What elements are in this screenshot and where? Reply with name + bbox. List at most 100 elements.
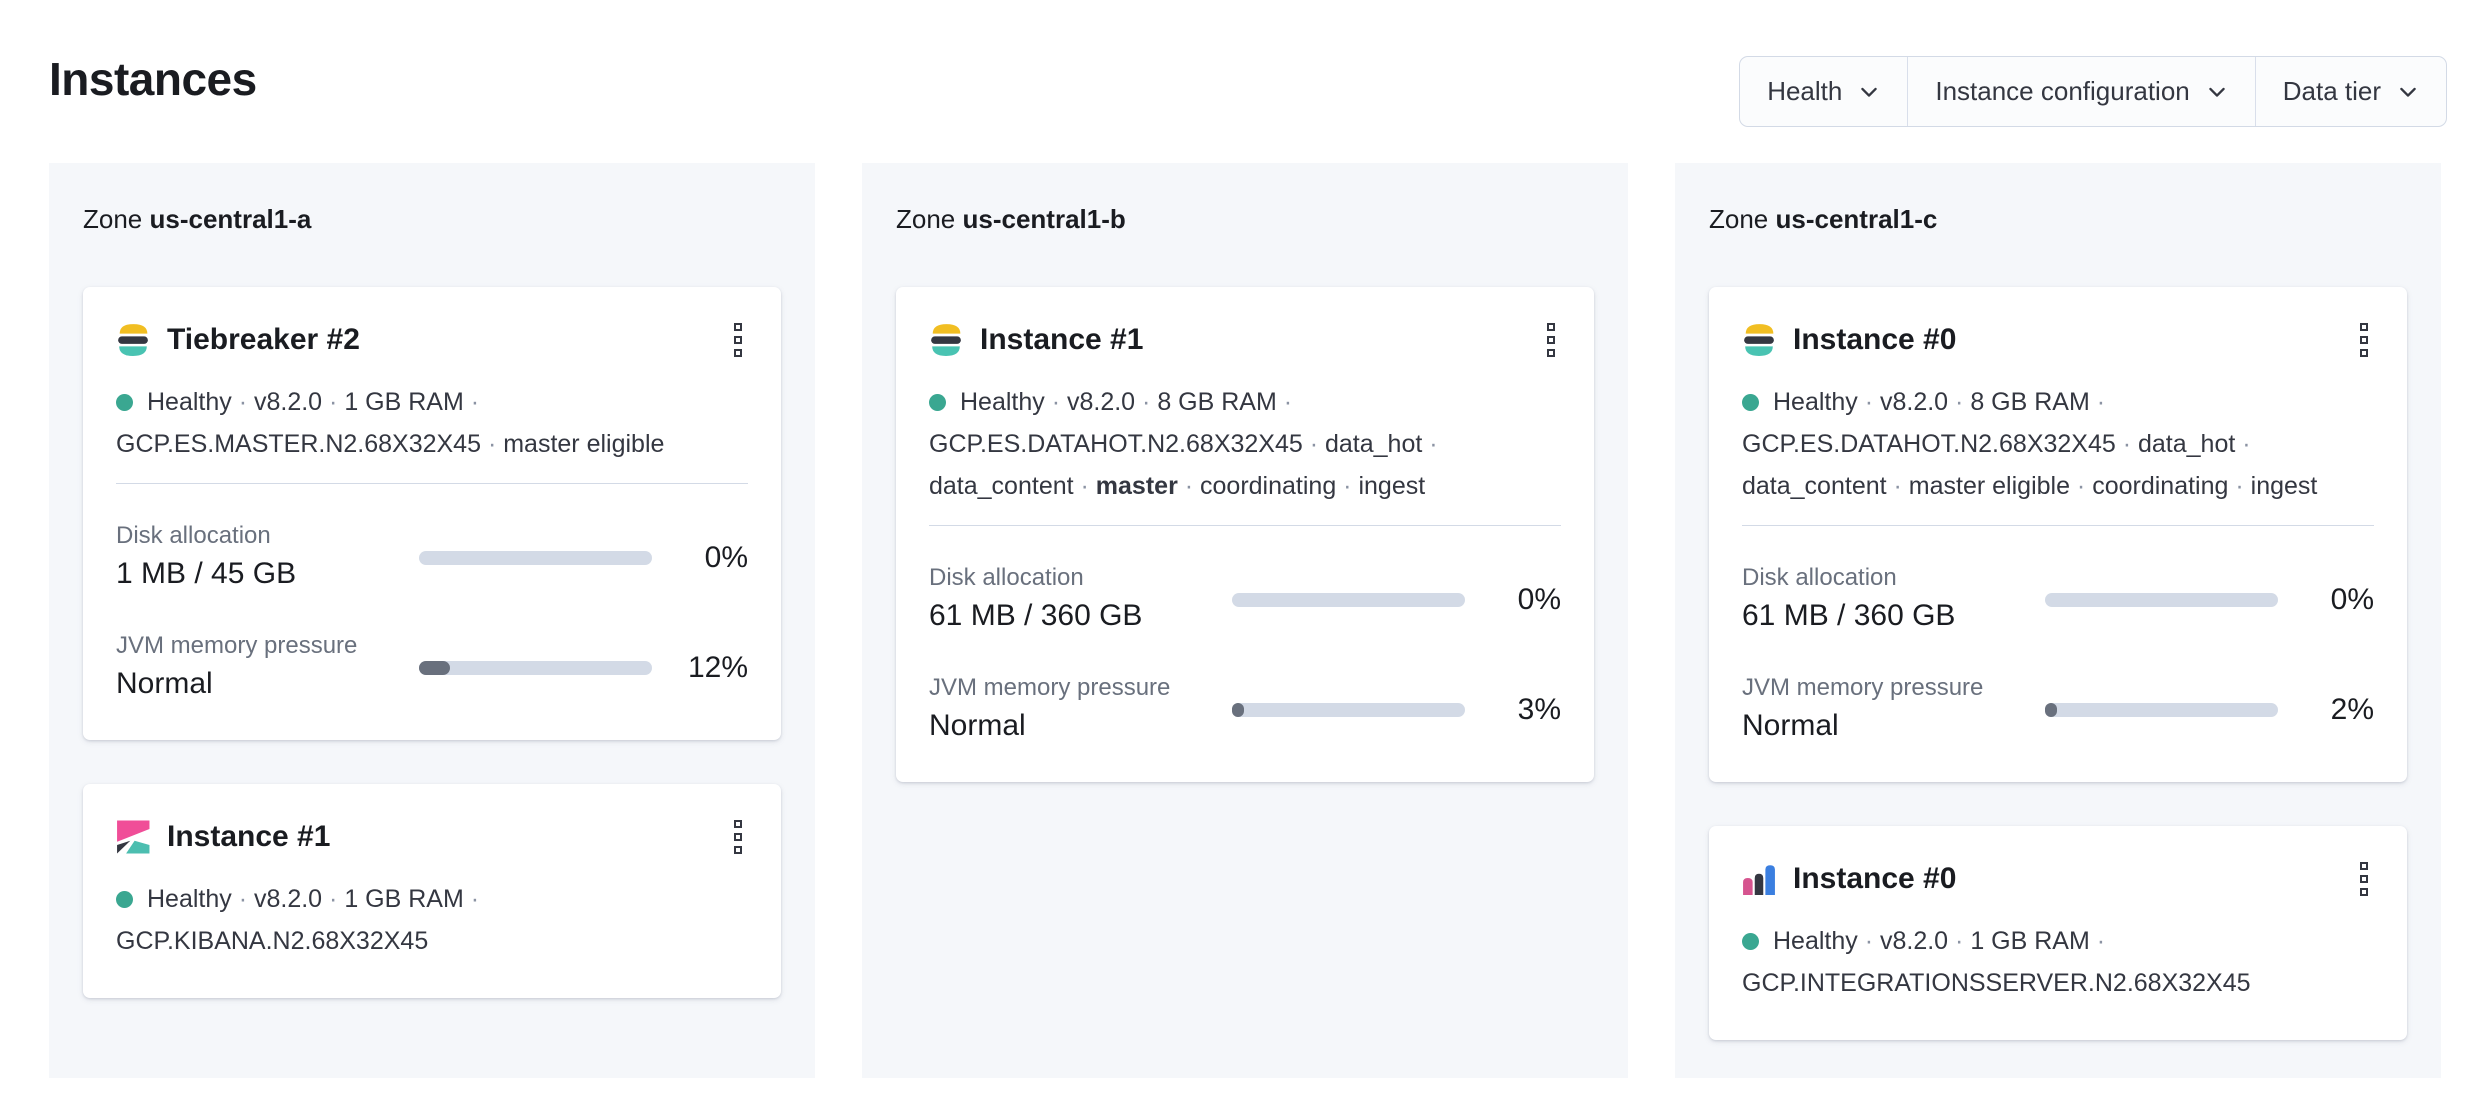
status-segment: 8 GB RAM	[1970, 388, 2090, 416]
kebab-square-icon	[1547, 349, 1555, 357]
chevron-down-icon	[2208, 87, 2225, 97]
status-separator: ·	[1044, 388, 1067, 416]
kebab-square-icon	[734, 349, 742, 357]
status-segment: Healthy	[1773, 927, 1858, 955]
zone-column-us-central1-a: Zone us-central1-a Tiebreaker #2 Healthy ·…	[49, 163, 815, 1078]
kebab-menu-button[interactable]	[728, 816, 748, 858]
kebab-menu-button[interactable]	[728, 319, 748, 361]
jvm-memory-pressure-metric: JVM memory pressure Normal 12%	[116, 631, 748, 704]
instance-card: Instance #0 Healthy · v8.2.0 · 8 GB RAM ·…	[1709, 287, 2407, 782]
instance-card: Tiebreaker #2 Healthy · v8.2.0 · 1 GB RAM…	[83, 287, 781, 740]
metric-value: Normal	[929, 709, 1026, 742]
status-separator: ·	[1135, 388, 1158, 416]
metric-text: JVM memory pressure Normal	[116, 631, 419, 704]
zone-name: us-central1-a	[149, 204, 312, 234]
metric-text: Disk allocation 61 MB / 360 GB	[929, 563, 1232, 636]
metric-percent: 0%	[2330, 582, 2374, 616]
status-separator: ·	[463, 388, 480, 416]
kebab-square-icon	[734, 833, 742, 841]
filter-button-instance-configuration[interactable]: Instance configuration	[1907, 57, 2254, 126]
instance-card-header: Tiebreaker #2	[116, 319, 748, 361]
integrations-server-logo-icon	[1743, 865, 1775, 895]
instance-card-header: Instance #0	[1742, 319, 2374, 361]
status-separator: ·	[2069, 472, 2093, 500]
zone-name: us-central1-c	[1775, 204, 1938, 234]
kebab-square-icon	[734, 323, 742, 331]
status-separator: ·	[322, 388, 345, 416]
status-segment: GCP.ES.DATAHOT.N2.68X32X45	[1742, 430, 2116, 458]
metric-text: Disk allocation 61 MB / 360 GB	[1742, 563, 2045, 636]
status-segment: data_content	[929, 472, 1074, 500]
health-dot-icon	[116, 394, 133, 411]
kebab-menu-button[interactable]	[2354, 858, 2374, 900]
status-segment: 1 GB RAM	[344, 885, 464, 913]
status-segment: 1 GB RAM	[344, 388, 464, 416]
status-separator: ·	[322, 885, 345, 913]
metric-progress-fill	[1232, 702, 1244, 717]
disk-allocation-metric: Disk allocation 61 MB / 360 GB 0%	[929, 563, 1561, 636]
kebab-square-icon	[2360, 349, 2368, 357]
status-separator: ·	[1422, 430, 1438, 458]
status-segment: 8 GB RAM	[1157, 388, 1277, 416]
metric-percent: 0%	[1517, 582, 1561, 616]
card-divider	[1742, 525, 2374, 526]
status-segment: GCP.INTEGRATIONSSERVER.N2.68X32X45	[1742, 969, 2251, 997]
status-separator: ·	[1336, 472, 1359, 500]
zone-label: Zone us-central1-a	[83, 203, 781, 235]
status-segment: data_hot	[1325, 430, 1423, 458]
status-separator: ·	[1886, 472, 1909, 500]
zone-column-us-central1-c: Zone us-central1-c Instance #0 Healthy · v…	[1675, 163, 2441, 1078]
kebab-square-icon	[1547, 323, 1555, 331]
filter-button-health[interactable]: Health	[1740, 57, 1907, 126]
status-segment: coordinating	[2092, 472, 2229, 500]
health-dot-icon	[1742, 394, 1759, 411]
jvm-memory-pressure-metric: JVM memory pressure Normal 3%	[929, 673, 1561, 746]
metric-percent: 2%	[2330, 692, 2374, 726]
jvm-memory-pressure-metric: JVM memory pressure Normal 2%	[1742, 673, 2374, 746]
instance-title: Instance #0	[1793, 323, 1957, 356]
status-separator: ·	[481, 430, 504, 458]
instance-title: Instance #1	[167, 820, 331, 853]
zone-label: Zone us-central1-c	[1709, 203, 2407, 235]
metric-value: Normal	[1742, 709, 1839, 742]
metric-progress-bar	[419, 660, 652, 675]
instance-status: Healthy · v8.2.0 · 8 GB RAM · GCP.ES.DAT…	[1742, 381, 2374, 507]
metric-value: 61 MB / 360 GB	[1742, 599, 1956, 632]
instance-card: Instance #1 Healthy · v8.2.0 · 1 GB RAM ·…	[83, 784, 781, 998]
kebab-square-icon	[2360, 336, 2368, 344]
status-separator: ·	[463, 885, 480, 913]
metric-value: 61 MB / 360 GB	[929, 599, 1143, 632]
filter-button-label: Instance configuration	[1935, 76, 2190, 106]
zone-column-us-central1-b: Zone us-central1-b Instance #1 Healthy · v…	[862, 163, 1628, 1078]
status-separator: ·	[1177, 472, 1201, 500]
page-header: Instances Health Instance configuration Da…	[0, 0, 2490, 163]
status-segment: master	[1095, 472, 1178, 500]
metric-progress-fill	[419, 660, 451, 675]
kebab-menu-button[interactable]	[1541, 319, 1561, 361]
health-dot-icon	[929, 394, 946, 411]
metric-progress-bar	[1232, 702, 1465, 717]
kebab-square-icon	[2360, 323, 2368, 331]
metric-percent: 0%	[704, 540, 748, 574]
status-segment: ingest	[2250, 472, 2318, 500]
status-segment: master eligible	[503, 430, 665, 458]
metric-progress-bar	[419, 550, 652, 565]
kebab-square-icon	[734, 336, 742, 344]
kebab-menu-button[interactable]	[2354, 319, 2374, 361]
status-separator: ·	[2235, 430, 2251, 458]
health-dot-icon	[116, 891, 133, 908]
metric-percent: 3%	[1517, 692, 1561, 726]
instance-title: Tiebreaker #2	[167, 323, 360, 356]
instance-status: Healthy · v8.2.0 · 1 GB RAM · GCP.INTEGR…	[1742, 920, 2374, 1004]
status-segment: v8.2.0	[1879, 927, 1949, 955]
kebab-square-icon	[2360, 862, 2368, 870]
instance-card-header: Instance #1	[116, 816, 748, 858]
kebab-square-icon	[1547, 336, 1555, 344]
instance-card: Instance #0 Healthy · v8.2.0 · 1 GB RAM ·…	[1709, 826, 2407, 1040]
kibana-logo-icon	[117, 820, 150, 854]
filter-button-data-tier[interactable]: Data tier	[2254, 57, 2446, 126]
instance-title: Instance #1	[980, 323, 1144, 356]
status-segment: v8.2.0	[253, 388, 323, 416]
metric-progress-bar	[2045, 702, 2278, 717]
metric-text: Disk allocation 1 MB / 45 GB	[116, 521, 419, 594]
